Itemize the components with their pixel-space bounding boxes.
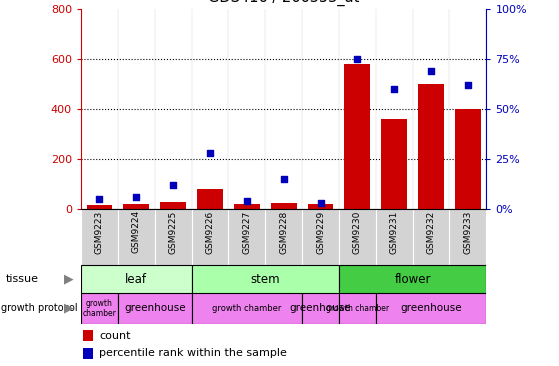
Point [169, 182, 178, 188]
Text: count: count [100, 330, 131, 341]
Bar [87, 205, 112, 209]
Text: ▶: ▶ [64, 302, 74, 315]
Bar [271, 203, 297, 209]
Text: growth
chamber: growth chamber [83, 299, 116, 318]
Text: tissue: tissue [6, 274, 39, 284]
Text: GSM9226: GSM9226 [206, 210, 215, 254]
Point [427, 68, 435, 74]
Bar [83, 348, 93, 359]
Text: GSM9225: GSM9225 [169, 210, 178, 254]
Bar [118, 293, 192, 324]
Text: GSM9233: GSM9233 [463, 210, 472, 254]
Text: growth chamber: growth chamber [326, 304, 389, 313]
Bar [192, 265, 339, 293]
Text: greenhouse: greenhouse [290, 303, 352, 313]
Bar [234, 204, 260, 209]
Title: GDS416 / 266353_at: GDS416 / 266353_at [208, 0, 359, 7]
Bar [344, 64, 370, 209]
Bar [124, 203, 149, 209]
Text: GSM9230: GSM9230 [353, 210, 362, 254]
Bar [160, 202, 186, 209]
Bar [197, 188, 223, 209]
Bar [81, 293, 118, 324]
Point [243, 198, 252, 203]
Text: percentile rank within the sample: percentile rank within the sample [100, 348, 287, 358]
Text: growth protocol: growth protocol [1, 303, 78, 313]
Text: GSM9227: GSM9227 [243, 210, 252, 254]
Point [206, 150, 215, 156]
Text: greenhouse: greenhouse [124, 303, 186, 313]
Bar [339, 293, 376, 324]
Point [463, 82, 472, 88]
Bar [418, 84, 444, 209]
Bar [307, 203, 333, 209]
Text: GSM9231: GSM9231 [390, 210, 399, 254]
Text: greenhouse: greenhouse [400, 303, 462, 313]
Point [390, 86, 399, 92]
Text: leaf: leaf [125, 273, 148, 285]
Point [316, 200, 325, 206]
Bar [339, 265, 486, 293]
Text: growth chamber: growth chamber [212, 304, 282, 313]
Text: GSM9223: GSM9223 [95, 210, 104, 254]
Point [132, 194, 141, 199]
Bar [83, 330, 93, 341]
Text: GSM9224: GSM9224 [132, 210, 141, 253]
Text: stem: stem [250, 273, 280, 285]
Text: ▶: ▶ [64, 273, 74, 285]
Point [353, 56, 362, 62]
Bar [381, 119, 407, 209]
Bar [455, 109, 481, 209]
Point [95, 196, 104, 202]
Point [279, 176, 288, 182]
Text: flower: flower [395, 273, 431, 285]
Text: GSM9228: GSM9228 [279, 210, 288, 254]
Text: GSM9232: GSM9232 [427, 210, 435, 254]
Text: GSM9229: GSM9229 [316, 210, 325, 254]
Bar [192, 293, 302, 324]
Bar [302, 293, 339, 324]
Bar [376, 293, 486, 324]
Bar [81, 265, 192, 293]
